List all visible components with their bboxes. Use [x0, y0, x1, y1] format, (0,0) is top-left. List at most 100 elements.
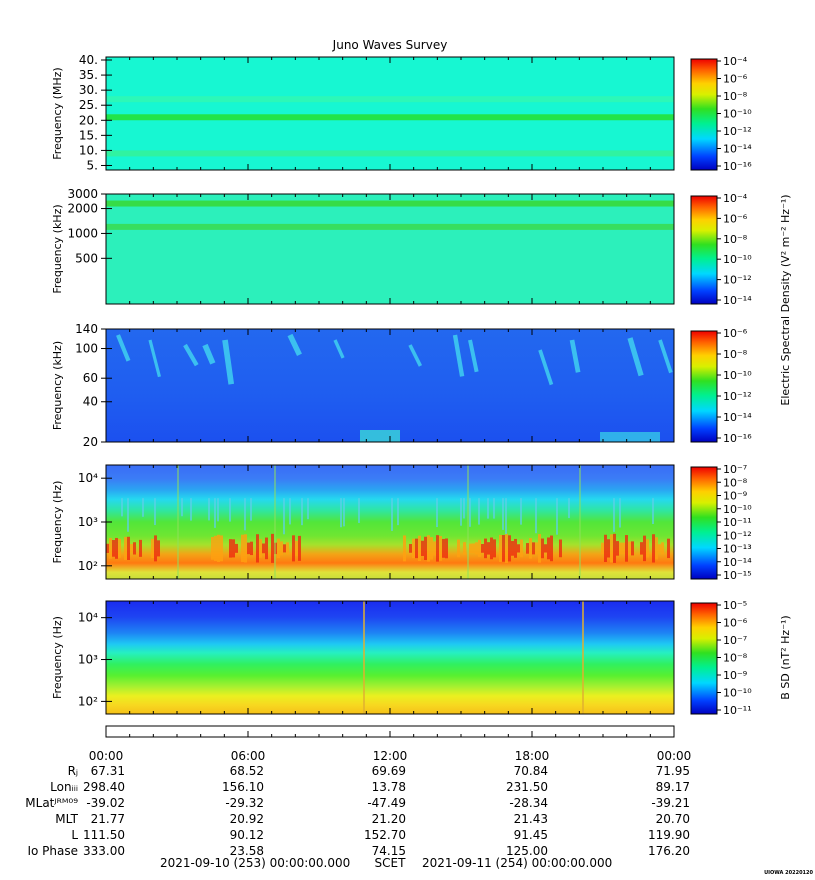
- wave-intensity-column: [511, 541, 514, 556]
- wave-intensity-column: [109, 538, 112, 559]
- ephemeris-value: 298.40: [83, 780, 125, 794]
- y-axis-label: Frequency (MHz): [51, 67, 64, 159]
- wave-intensity-column: [211, 536, 214, 560]
- whistler-streak: [502, 498, 504, 530]
- whistler-streak: [301, 498, 303, 526]
- colorbar-tick-label: 10⁻⁹: [723, 490, 747, 503]
- ephemeris-value: 176.20: [648, 844, 690, 858]
- ephemeris-value: 74.15: [372, 844, 406, 858]
- wave-intensity-column: [403, 535, 406, 562]
- wave-intensity-column: [277, 538, 280, 559]
- colorbar-tick-label: 10⁻¹⁰: [723, 687, 752, 700]
- colorbar-tick-label: 10⁻¹¹: [723, 704, 752, 717]
- colorbar-tick-label: 10⁻¹⁰: [723, 503, 752, 516]
- wave-intensity-column: [286, 542, 289, 555]
- wave-intensity-column: [538, 534, 541, 563]
- colorbar-tick-label: 10⁻¹⁵: [723, 569, 752, 582]
- y-tick-label: 20.: [79, 113, 98, 127]
- colorbar-tick-label: 10⁻¹³: [723, 543, 752, 556]
- wave-intensity-column: [625, 535, 628, 562]
- radio-burst: [287, 333, 302, 357]
- whistler-streak: [652, 498, 654, 525]
- wave-intensity-column: [124, 536, 127, 560]
- y-tick-label: 10³: [78, 653, 98, 667]
- whistler-streak: [487, 498, 489, 519]
- y-axis-label: Frequency (kHz): [51, 204, 64, 293]
- wave-intensity-column: [619, 542, 622, 555]
- wave-intensity-column: [118, 538, 121, 558]
- wave-intensity-column: [157, 540, 160, 557]
- wave-intensity-column: [418, 535, 421, 562]
- colorbar-tick-label: 10⁻⁸: [723, 348, 748, 361]
- colorbar-tick-label: 10⁻⁴: [723, 192, 748, 205]
- radio-burst: [148, 339, 161, 378]
- whistler-streak: [142, 498, 144, 517]
- spectrogram-panel-4: 10² 10³ 10⁴ Frequency (Hz) 10⁻⁷10⁻⁸10⁻⁹10⁻¹⁰…: [51, 463, 752, 582]
- wave-intensity-column: [532, 542, 535, 555]
- footer-start-time: 2021-09-10 (253) 00:00:00.000: [160, 856, 350, 870]
- wave-intensity-column: [445, 538, 448, 559]
- footer-stamp: UIOWA 20220120: [764, 870, 813, 876]
- ephemeris-value: 111.50: [83, 828, 125, 842]
- wave-intensity-column: [628, 541, 631, 556]
- ephemeris-value: 69.69: [372, 764, 406, 778]
- whistler-streak: [535, 498, 537, 534]
- y-tick-label: 3000: [67, 187, 98, 201]
- colorbar-tick-label: 10⁻¹⁶: [723, 160, 752, 173]
- spectrogram-background: [106, 329, 674, 442]
- radio-burst: [569, 339, 581, 373]
- spectrogram-panel-5: 10² 10³ 10⁴ Frequency (Hz) 10⁻⁵ 10⁻⁶ 10⁻⁷ 10⁻⁸ 1…: [51, 599, 792, 717]
- colorbar-tick-label: 10⁻¹⁴: [723, 294, 752, 307]
- y-axis-label: Frequency (Hz): [51, 481, 64, 564]
- wave-intensity-column: [133, 542, 136, 555]
- whistler-streak: [307, 498, 309, 520]
- wave-intensity-column: [526, 543, 529, 554]
- wave-intensity-column: [127, 536, 130, 560]
- spectrogram-background: [106, 465, 674, 579]
- colorbar: [690, 602, 718, 715]
- wave-intensity-column: [604, 534, 607, 562]
- y-tick-label: 10⁴: [78, 611, 98, 625]
- y-tick-label: 10⁴: [78, 471, 98, 485]
- wave-intensity-column: [433, 541, 436, 556]
- ephemeris-value: 152.70: [364, 828, 406, 842]
- colorbar-tick-label: 10⁻¹⁴: [723, 143, 752, 156]
- colorbar-tick-label: 10⁻¹⁰: [723, 108, 752, 121]
- ephemeris-row-label: L: [71, 828, 78, 842]
- whistler-streak: [358, 498, 360, 523]
- y-tick-label: 60: [83, 371, 98, 385]
- ephemeris-value: 119.90: [648, 828, 690, 842]
- wave-intensity-column: [547, 537, 550, 560]
- wave-intensity-column: [151, 538, 154, 558]
- wave-intensity-column: [283, 544, 286, 553]
- wave-intensity-column: [217, 534, 220, 562]
- ephemeris-value: 13.78: [372, 780, 406, 794]
- whistler-streak: [619, 498, 621, 528]
- ephemeris-row-label: Rⱼ: [68, 764, 78, 778]
- whistler-streak: [343, 498, 345, 527]
- y-axis-label: Frequency (Hz): [51, 616, 64, 699]
- wave-intensity-column: [550, 535, 553, 562]
- wave-intensity-column: [415, 538, 418, 559]
- wave-intensity-column: [280, 541, 283, 556]
- wave-intensity-column: [409, 543, 412, 553]
- ephemeris-value: 23.58: [230, 844, 264, 858]
- emission-band: [106, 223, 674, 230]
- radio-burst: [452, 334, 465, 377]
- footer-scet-label: SCET: [375, 856, 407, 870]
- whistler-streak: [478, 498, 480, 525]
- whistler-streak: [568, 498, 570, 519]
- time-label: 00:00: [657, 749, 692, 763]
- wave-intensity-column: [517, 544, 520, 553]
- ephemeris-value: 21.43: [514, 812, 548, 826]
- whistler-streak: [436, 498, 438, 528]
- wave-intensity-column: [292, 535, 295, 562]
- wave-intensity-column: [520, 539, 523, 558]
- wave-intensity-column: [607, 539, 610, 558]
- wave-intensity-column: [262, 543, 265, 554]
- ephemeris-value: -29.32: [225, 796, 264, 810]
- y-tick-label: 25.: [79, 98, 98, 112]
- whistler-streak: [229, 498, 231, 522]
- wave-intensity-column: [256, 534, 259, 563]
